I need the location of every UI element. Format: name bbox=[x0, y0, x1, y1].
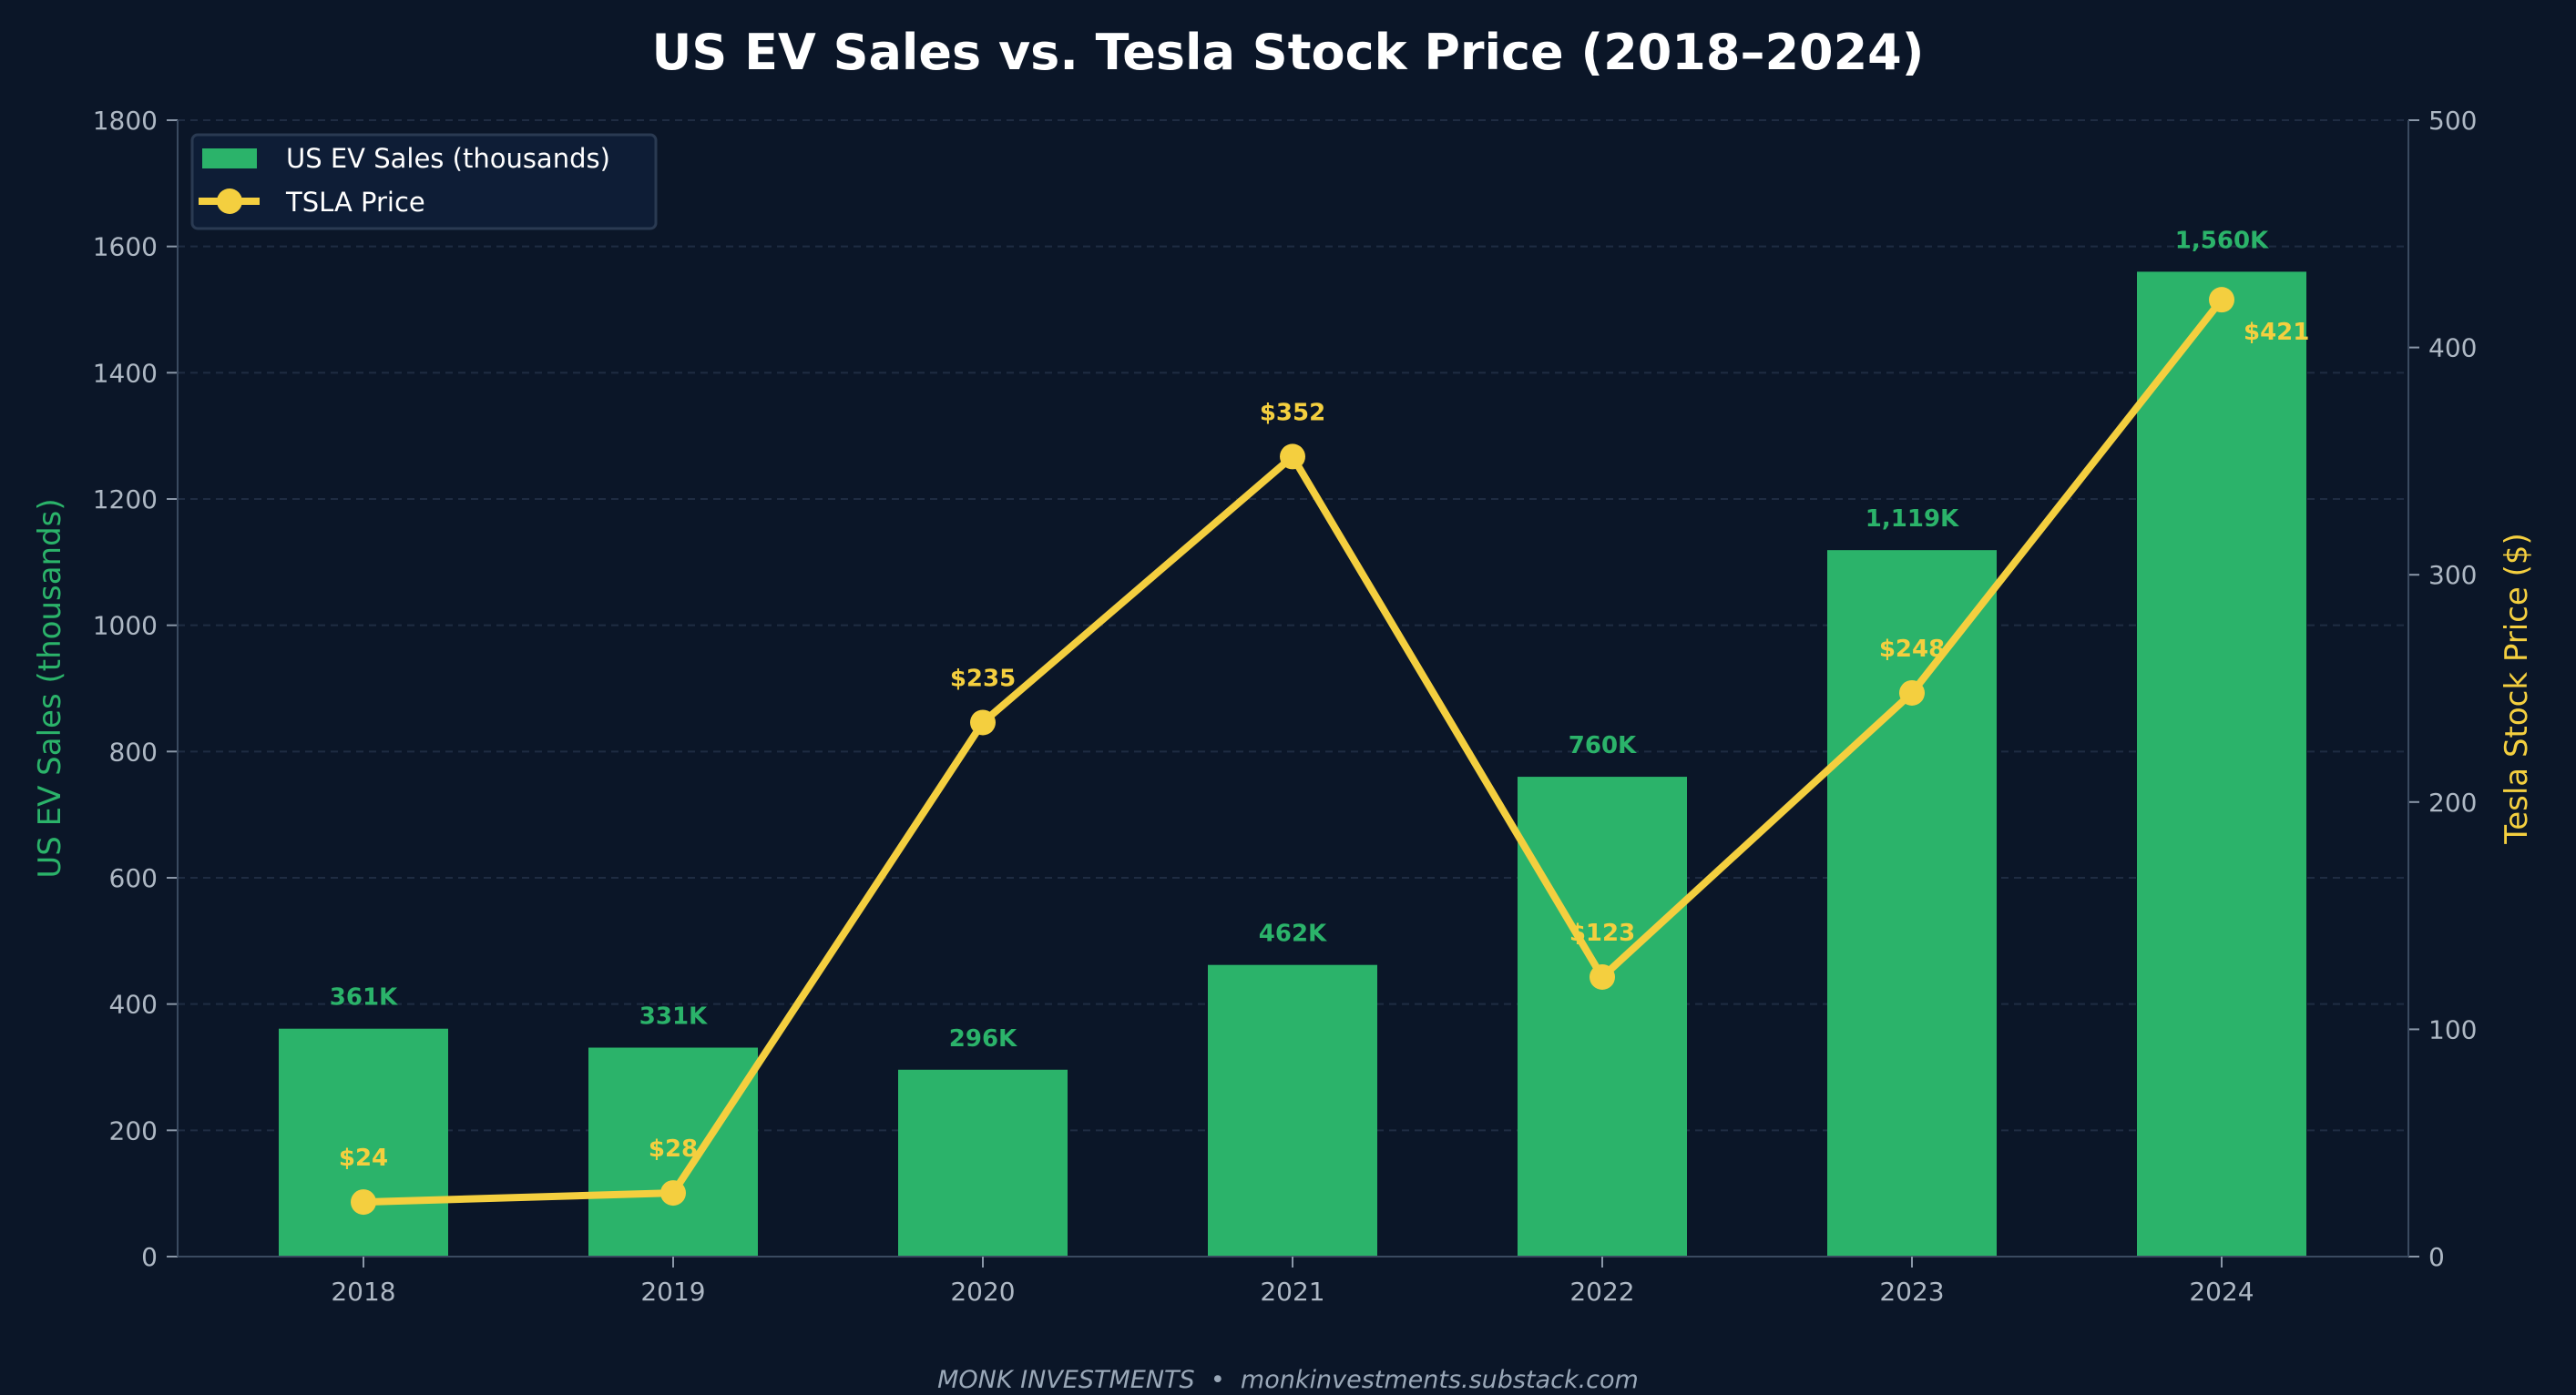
bars bbox=[279, 271, 2306, 1257]
y-tick-label-left: 0 bbox=[141, 1242, 158, 1272]
bar-value-label: 331K bbox=[639, 1003, 708, 1031]
price-marker-2022 bbox=[1590, 963, 1615, 990]
price-marker-2024 bbox=[2209, 287, 2234, 313]
x-tick-label: 2021 bbox=[1260, 1277, 1324, 1307]
y-tick-label-right: 200 bbox=[2428, 788, 2477, 818]
y-tick-label-left: 400 bbox=[109, 990, 158, 1020]
bar-2023 bbox=[1827, 550, 1997, 1257]
y-tick-label-right: 300 bbox=[2428, 560, 2477, 590]
bar-2021 bbox=[1208, 964, 1377, 1257]
bar-2020 bbox=[898, 1069, 1068, 1257]
bar-value-label: 1,119K bbox=[1866, 505, 1959, 533]
y-tick-label-left: 1800 bbox=[93, 106, 158, 136]
chart-title: US EV Sales vs. Tesla Stock Price (2018–… bbox=[652, 24, 1925, 81]
x-tick-label: 2019 bbox=[640, 1277, 705, 1307]
x-tick-label: 2018 bbox=[331, 1277, 395, 1307]
legend-bar-swatch bbox=[202, 148, 257, 168]
price-marker-2020 bbox=[970, 709, 996, 736]
x-tick-label: 2022 bbox=[1569, 1277, 1634, 1307]
y-tick-label-right: 0 bbox=[2428, 1242, 2445, 1272]
x-tick-label: 2020 bbox=[950, 1277, 1015, 1307]
price-marker-2018 bbox=[351, 1189, 376, 1216]
legend-box bbox=[190, 133, 658, 230]
price-value-label: $352 bbox=[1260, 399, 1325, 426]
x-tick-label: 2024 bbox=[2189, 1277, 2254, 1307]
y-tick-label-left: 1600 bbox=[93, 232, 158, 262]
y-tick-label-right: 400 bbox=[2428, 333, 2477, 363]
axes: 0 200 400 600 800 1000 1200 1400 1600 1800 0 100 200… bbox=[93, 106, 2478, 1307]
y-tick-label-right: 100 bbox=[2428, 1014, 2477, 1044]
legend-label-price: TSLA Price bbox=[285, 187, 425, 218]
price-marker-2019 bbox=[660, 1180, 686, 1207]
data-labels: 361K 331K 296K 462K 760K 1,119K 1,560K $24 $28 $2… bbox=[330, 227, 2310, 1172]
price-marker-2023 bbox=[1899, 679, 1925, 706]
bar-value-label: 361K bbox=[330, 984, 398, 1012]
y-tick-label-left: 1200 bbox=[93, 484, 158, 514]
y-tick-label-left: 1000 bbox=[93, 611, 158, 641]
bar-2019 bbox=[588, 1047, 758, 1257]
footer-credit: MONK INVESTMENTS • monkinvestments.subst… bbox=[937, 1366, 1639, 1394]
legend: US EV Sales (thousands) TSLA Price bbox=[190, 133, 658, 230]
price-line bbox=[351, 287, 2234, 1216]
bar-value-label: 462K bbox=[1259, 921, 1327, 948]
price-value-label: $235 bbox=[950, 665, 1016, 692]
price-value-label: $248 bbox=[1879, 636, 1945, 663]
price-value-label: $24 bbox=[339, 1145, 388, 1172]
bar-value-label: 760K bbox=[1569, 732, 1637, 759]
y-axis-label-left: US EV Sales (thousands) bbox=[32, 498, 68, 878]
bar-value-label: 296K bbox=[949, 1025, 1017, 1053]
legend-marker-icon bbox=[217, 188, 242, 214]
y-tick-label-right: 500 bbox=[2428, 106, 2477, 136]
bar-2022 bbox=[1518, 777, 1687, 1257]
y-tick-label-left: 1400 bbox=[93, 358, 158, 388]
bar-2024 bbox=[2137, 271, 2306, 1257]
y-tick-label-left: 800 bbox=[109, 737, 158, 767]
price-value-label: $123 bbox=[1569, 920, 1635, 947]
bar-2018 bbox=[279, 1028, 448, 1257]
x-tick-label: 2023 bbox=[1879, 1277, 1944, 1307]
price-value-label: $28 bbox=[649, 1135, 698, 1163]
bar-value-label: 1,560K bbox=[2175, 227, 2269, 254]
y-axis-label-right: Tesla Stock Price ($) bbox=[2499, 533, 2535, 845]
y-tick-label-left: 600 bbox=[109, 863, 158, 893]
y-tick-label-left: 200 bbox=[109, 1115, 158, 1146]
price-marker-2021 bbox=[1280, 443, 1305, 470]
price-value-label: $421 bbox=[2244, 319, 2309, 346]
legend-label-sales: US EV Sales (thousands) bbox=[286, 143, 610, 174]
